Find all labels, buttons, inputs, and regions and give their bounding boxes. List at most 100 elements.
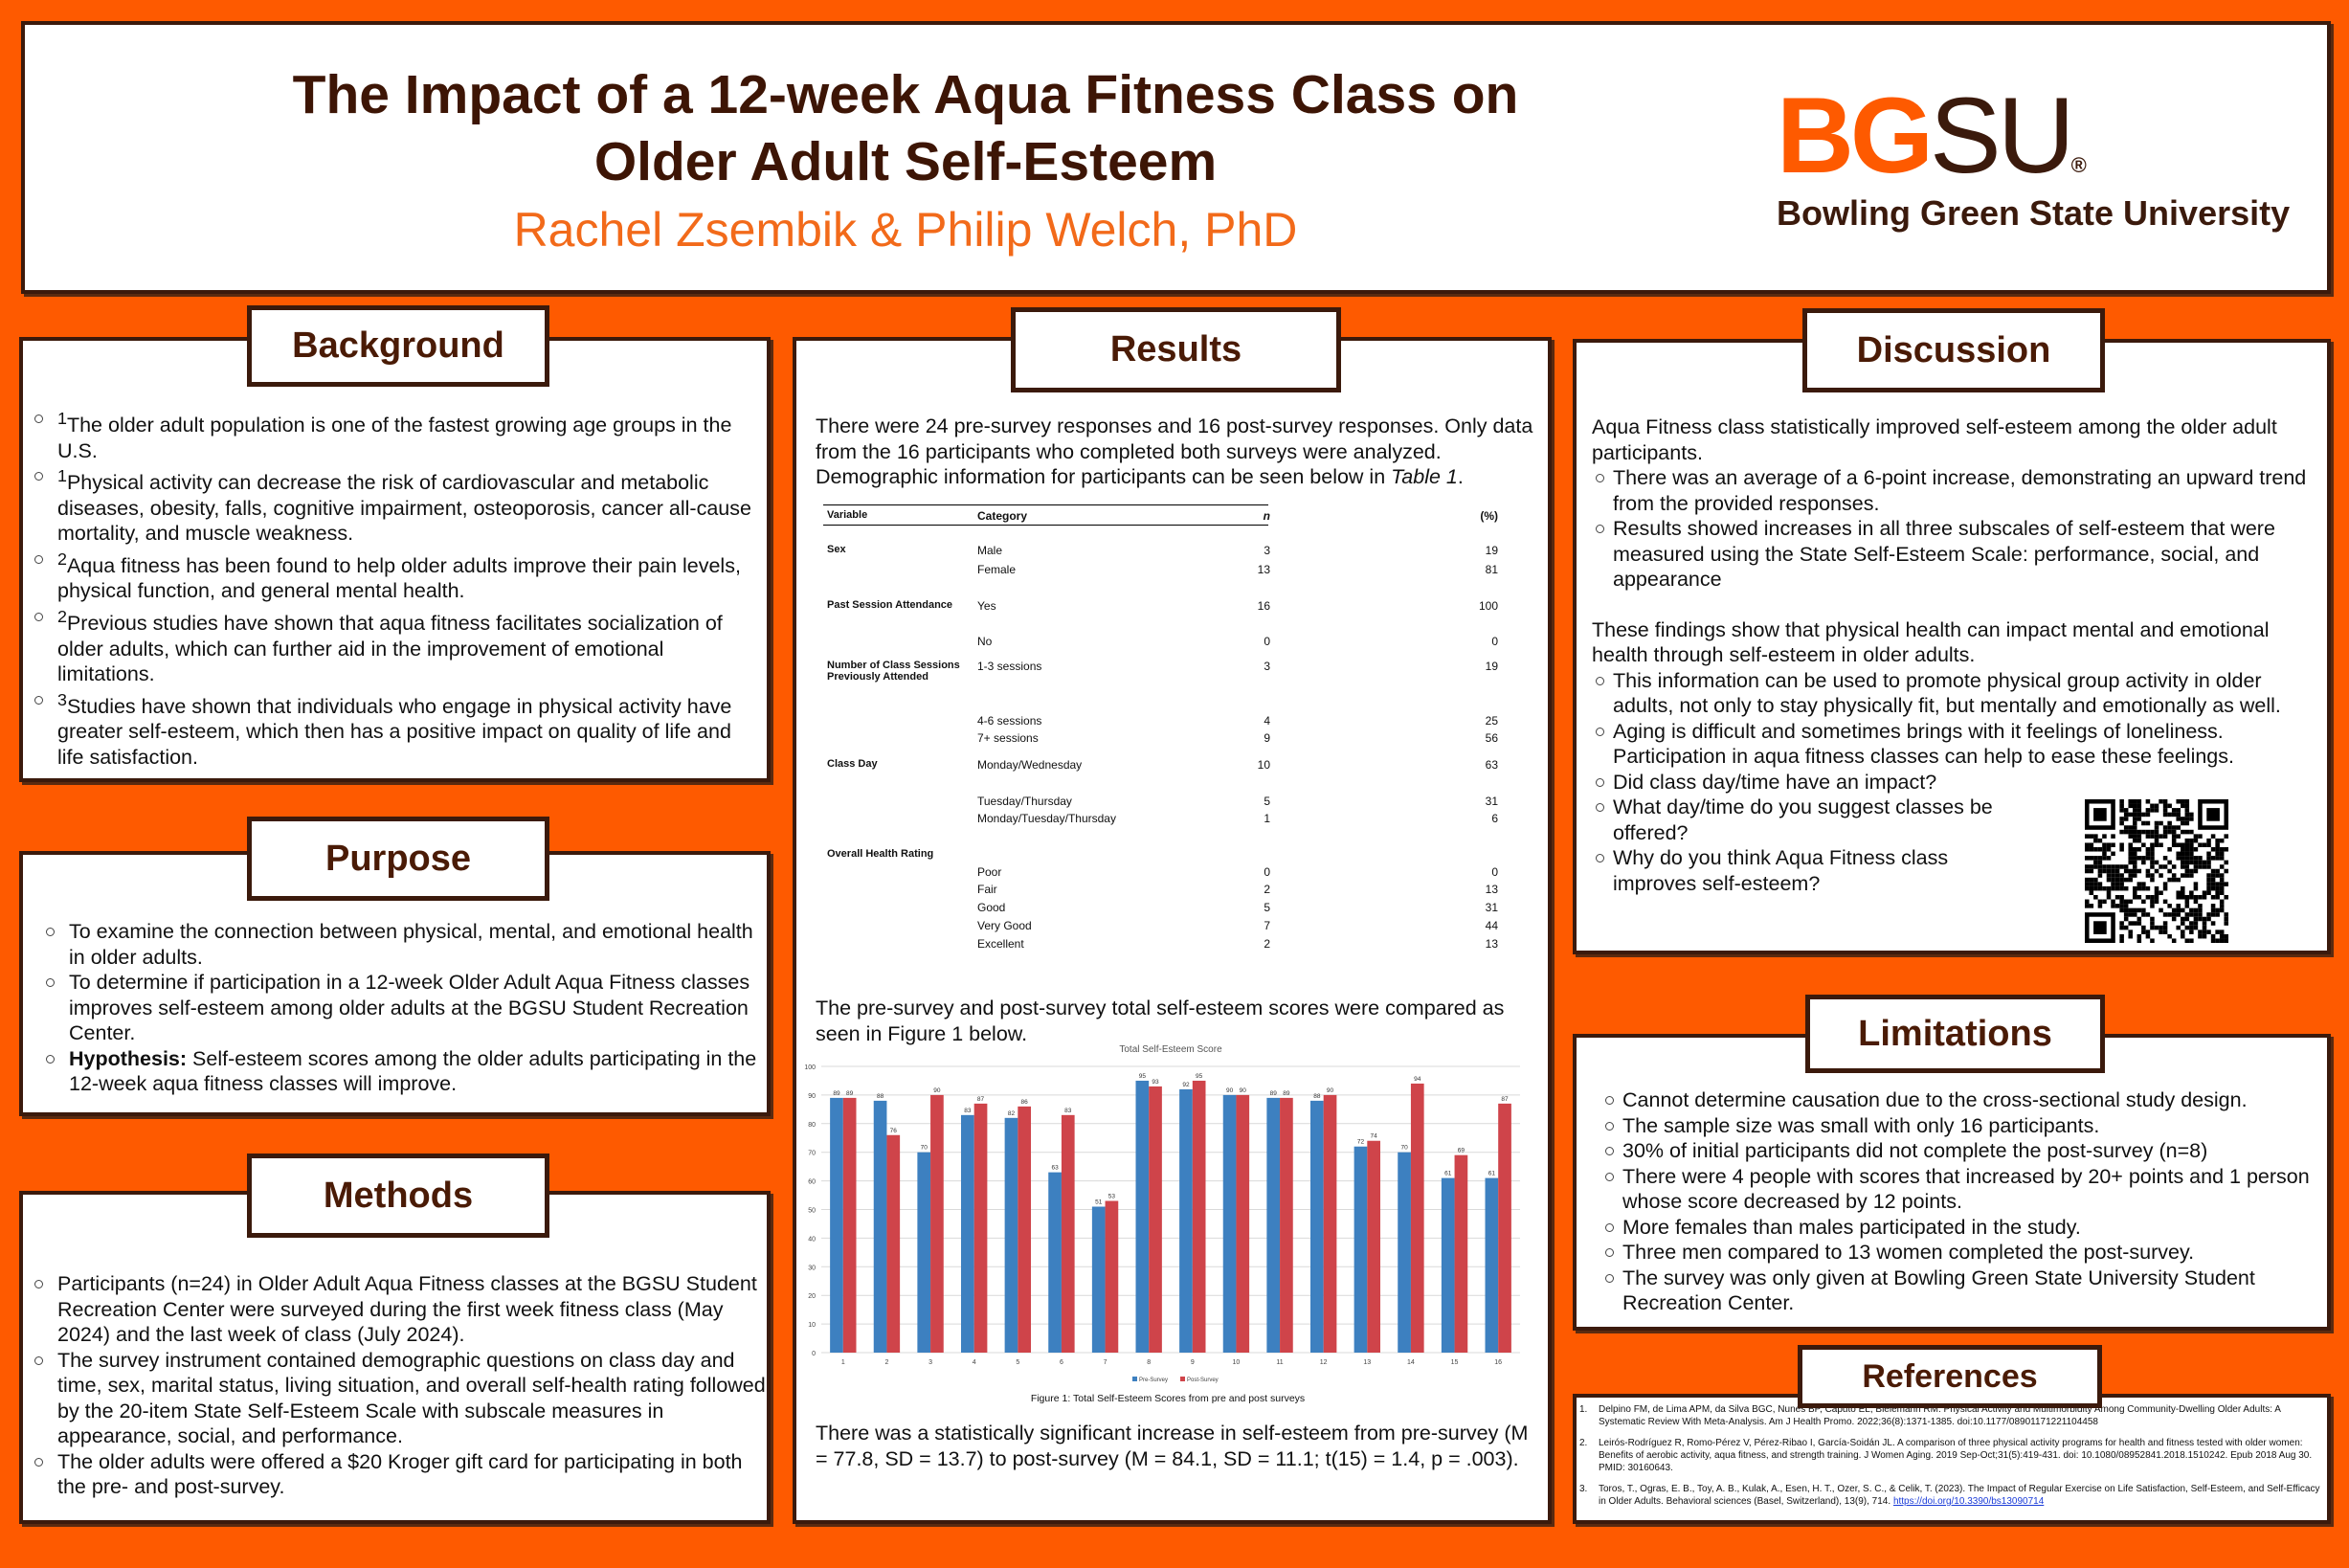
bar-pre-9	[1179, 1088, 1193, 1353]
background-item-text: Studies have shown that individuals who …	[57, 694, 732, 769]
data-label: 70	[921, 1145, 928, 1152]
table-header-row: Variable Category n (%)	[823, 509, 1498, 523]
bar-post-7	[1105, 1200, 1119, 1353]
background-item: 2Previous studies have shown that aqua f…	[31, 604, 763, 687]
limitation-item: 30% of initial participants did not comp…	[1601, 1138, 2319, 1164]
citation-superscript: 1	[57, 466, 67, 486]
data-label: 87	[1501, 1096, 1509, 1103]
y-tick-label: 100	[804, 1064, 816, 1071]
x-tick-label: 4	[973, 1359, 976, 1366]
hypothesis-text: Self-esteem scores among the older adult…	[69, 1046, 757, 1096]
legend-label: Pre-Survey	[1139, 1378, 1168, 1383]
data-label: 76	[890, 1128, 898, 1134]
legend-label: Post-Survey	[1187, 1378, 1219, 1383]
poster-title-line1: The Impact of a 12-week Aqua Fitness Cla…	[292, 64, 1519, 125]
cell-category: Male	[977, 544, 1003, 557]
data-label: 87	[977, 1096, 985, 1103]
cell-variable: Class Day	[827, 758, 878, 770]
background-item-text: Aqua fitness has been found to help olde…	[57, 553, 741, 603]
bar-pre-4	[961, 1114, 974, 1353]
bgsu-logo: BGSU® Bowling Green State University	[1777, 82, 2313, 234]
cell-percent: 31	[1485, 901, 1498, 914]
reference-text: Delpino FM, de Lima APM, da Silva BGC, N…	[1599, 1404, 2281, 1427]
reference-text: Toros, T., Ogras, E. B., Toy, A. B., Kul…	[1599, 1484, 2320, 1507]
discussion-body: Aqua Fitness class statistically improve…	[1592, 414, 2319, 896]
cell-n: 5	[1264, 901, 1270, 914]
reference-link[interactable]: https://doi.org/10.3390/bs13090714	[1892, 1496, 2045, 1507]
cell-n: 1	[1264, 812, 1270, 825]
reference-item: 1. Delpino FM, de Lima APM, da Silva BGC,…	[1577, 1403, 2326, 1428]
data-label: 51	[1095, 1199, 1103, 1206]
bar-pre-2	[873, 1100, 887, 1353]
y-tick-label: 20	[808, 1293, 816, 1300]
cell-n: 7	[1264, 919, 1270, 932]
cell-n: 0	[1264, 865, 1270, 879]
x-tick-label: 14	[1407, 1359, 1415, 1366]
cell-variable: Variable	[827, 509, 868, 521]
bar-post-4	[973, 1103, 988, 1353]
cell-variable: Overall Health Rating	[827, 848, 934, 860]
citation-superscript: 2	[57, 549, 67, 569]
y-tick-label: 50	[808, 1208, 816, 1215]
background-item: 2Aqua fitness has been found to help old…	[31, 547, 763, 604]
data-label: 74	[1371, 1133, 1378, 1140]
discussion-heading: Discussion	[1802, 308, 2105, 392]
data-label: 72	[1357, 1139, 1365, 1146]
cell-category: Excellent	[977, 937, 1024, 951]
bar-pre-5	[1004, 1117, 1018, 1353]
cell-percent: 100	[1478, 599, 1498, 613]
authors: Rachel Zsembik & Philip Welch, PhD	[513, 203, 1298, 257]
cell-percent: 0	[1491, 635, 1498, 648]
bar-post-10	[1236, 1094, 1250, 1353]
x-tick-label: 1	[841, 1359, 845, 1366]
bar-post-11	[1280, 1097, 1293, 1353]
data-label: 90	[933, 1087, 941, 1094]
citation-superscript: 3	[57, 689, 67, 709]
cell-n: 5	[1264, 795, 1270, 808]
background-list: 1The older adult population is one of th…	[31, 406, 763, 770]
data-label: 95	[1196, 1073, 1203, 1080]
bar-post-1	[842, 1097, 857, 1353]
background-item: 1Physical activity can decrease the risk…	[31, 463, 763, 547]
cell-n: 2	[1264, 883, 1270, 896]
cell-category: Tuesday/Thursday	[977, 795, 1072, 808]
x-tick-label: 3	[928, 1359, 932, 1366]
methods-item: Participants (n=24) in Older Adult Aqua …	[31, 1271, 768, 1348]
logo-bg: BG	[1777, 76, 1934, 195]
cell-variable: Past Session Attendance	[827, 599, 953, 611]
results-intro: There were 24 pre-survey responses and 1…	[816, 414, 1533, 490]
self-esteem-bar-chart: Total Self-Esteem Score 0 10 20 30 40 50 60 70 80…	[804, 1044, 1520, 1383]
cell-category: Monday/Wednesday	[977, 758, 1083, 772]
data-label: 95	[1139, 1073, 1147, 1080]
bar-pre-12	[1310, 1100, 1324, 1353]
methods-section: Participants (n=24) in Older Adult Aqua …	[19, 1191, 771, 1524]
data-label: 61	[1444, 1171, 1452, 1177]
bar-post-13	[1367, 1140, 1380, 1353]
data-label: 53	[1108, 1194, 1116, 1200]
cell-percent: 31	[1485, 795, 1498, 808]
data-label: 61	[1488, 1171, 1496, 1177]
qr-code[interactable]	[2085, 798, 2228, 944]
data-label: 83	[964, 1108, 972, 1114]
bar-post-8	[1149, 1086, 1162, 1353]
y-tick-label: 60	[808, 1179, 816, 1186]
cell-n: 3	[1264, 660, 1270, 673]
data-label: 89	[846, 1090, 854, 1097]
data-label: 82	[1008, 1110, 1016, 1117]
discussion-list: There was an average of a 6-point increa…	[1592, 465, 2319, 593]
legend-swatch	[1180, 1377, 1185, 1381]
bar-pre-7	[1091, 1206, 1106, 1353]
table-row: Overall Health Rating	[823, 848, 1498, 862]
x-tick-label: 9	[1191, 1359, 1195, 1366]
bar-pre-15	[1441, 1177, 1455, 1353]
y-tick-label: 30	[808, 1265, 816, 1271]
y-tick-label: 0	[812, 1351, 816, 1357]
y-tick-label: 10	[808, 1322, 816, 1329]
data-label: 90	[1327, 1087, 1334, 1094]
table-row: No 0 0	[823, 635, 1498, 648]
cell-category: Yes	[977, 599, 996, 613]
table-row: Fair 2 13	[823, 883, 1498, 896]
discussion-item: Results showed increases in all three su…	[1592, 516, 2319, 593]
reference-item: 2. Leirós-Rodríguez R, Romo-Pérez V, Pére…	[1577, 1437, 2326, 1474]
table-row: Past Session Attendance Yes 16 100	[823, 599, 1498, 613]
